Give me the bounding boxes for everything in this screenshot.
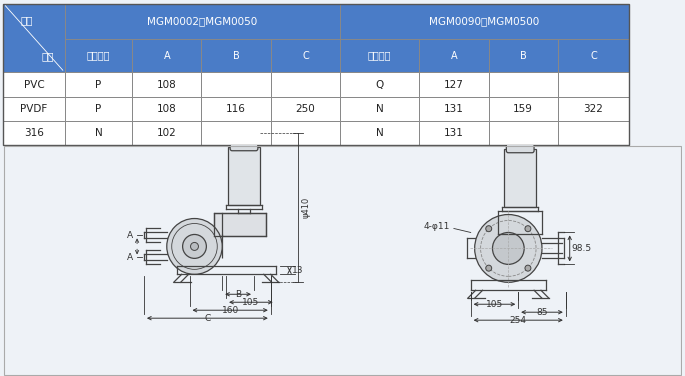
Text: Q: Q: [375, 80, 384, 90]
Circle shape: [475, 215, 542, 282]
Bar: [132, 72, 201, 97]
Bar: [340, 97, 419, 121]
Bar: [340, 121, 419, 145]
Circle shape: [486, 226, 492, 232]
Bar: [558, 97, 629, 121]
Text: C: C: [590, 51, 597, 61]
Circle shape: [493, 232, 524, 264]
Text: 250: 250: [295, 104, 315, 114]
Text: 接口代码: 接口代码: [368, 51, 391, 61]
Bar: [201, 39, 271, 72]
Bar: [228, 147, 260, 205]
Bar: [271, 121, 340, 145]
Bar: [271, 97, 340, 121]
Text: B: B: [233, 51, 240, 61]
Text: 131: 131: [444, 104, 464, 114]
Text: PVDF: PVDF: [21, 104, 48, 114]
Bar: [340, 4, 629, 39]
Text: 108: 108: [157, 104, 177, 114]
Text: 材料: 材料: [41, 51, 53, 61]
Text: 116: 116: [226, 104, 246, 114]
Text: 98.5: 98.5: [571, 244, 592, 253]
Text: A: A: [127, 231, 133, 240]
Text: 322: 322: [584, 104, 603, 114]
Bar: [3, 72, 65, 97]
Text: MGM0090－MGM0500: MGM0090－MGM0500: [429, 17, 540, 26]
Text: C: C: [302, 51, 309, 61]
Bar: [132, 121, 201, 145]
Text: 13: 13: [292, 266, 303, 275]
Text: 160: 160: [221, 306, 239, 315]
FancyBboxPatch shape: [230, 131, 258, 151]
Text: 泵头: 泵头: [21, 15, 33, 25]
Text: 131: 131: [444, 128, 464, 138]
Bar: [340, 39, 419, 72]
Text: 85: 85: [536, 308, 548, 317]
Text: C: C: [204, 314, 210, 323]
Circle shape: [166, 218, 222, 274]
Bar: [488, 97, 558, 121]
Text: 159: 159: [513, 104, 533, 114]
Circle shape: [183, 235, 206, 258]
Text: B: B: [520, 51, 527, 61]
Text: 108: 108: [157, 80, 177, 90]
Text: 316: 316: [24, 128, 44, 138]
Bar: [271, 72, 340, 97]
Bar: [65, 121, 132, 145]
Text: P: P: [95, 104, 101, 114]
Text: 127: 127: [444, 80, 464, 90]
Text: N: N: [95, 128, 102, 138]
Circle shape: [486, 265, 492, 271]
Bar: [132, 97, 201, 121]
Text: A: A: [164, 51, 170, 61]
Text: 105: 105: [242, 298, 260, 307]
Text: PVC: PVC: [24, 80, 45, 90]
FancyBboxPatch shape: [506, 133, 534, 153]
Bar: [214, 212, 266, 237]
Bar: [3, 121, 65, 145]
Bar: [65, 4, 340, 39]
Text: 102: 102: [157, 128, 177, 138]
Bar: [504, 149, 536, 206]
Bar: [65, 39, 132, 72]
Bar: [132, 39, 201, 72]
Bar: [201, 72, 271, 97]
Text: 254: 254: [510, 316, 527, 325]
Bar: [419, 72, 488, 97]
Bar: [65, 97, 132, 121]
Text: N: N: [376, 104, 384, 114]
Bar: [558, 72, 629, 97]
Text: MGM0002－MGM0050: MGM0002－MGM0050: [147, 17, 258, 26]
Bar: [488, 39, 558, 72]
Circle shape: [525, 226, 531, 232]
Bar: [419, 121, 488, 145]
Bar: [419, 97, 488, 121]
Bar: [558, 39, 629, 72]
Bar: [488, 72, 558, 97]
Circle shape: [190, 243, 199, 250]
Bar: [558, 121, 629, 145]
Text: 接口代码: 接口代码: [87, 51, 110, 61]
Text: P: P: [95, 80, 101, 90]
Bar: [271, 39, 340, 72]
Text: A: A: [451, 51, 457, 61]
Bar: [488, 121, 558, 145]
Text: B: B: [235, 290, 241, 299]
Text: A: A: [127, 253, 133, 262]
Bar: [419, 39, 488, 72]
Text: 105: 105: [486, 300, 503, 309]
Text: N: N: [376, 128, 384, 138]
Circle shape: [525, 265, 531, 271]
Bar: [201, 121, 271, 145]
Bar: [65, 72, 132, 97]
Bar: [3, 4, 65, 72]
Text: ψ410: ψ410: [302, 197, 311, 218]
Bar: [201, 97, 271, 121]
Bar: [3, 97, 65, 121]
Text: 4-φ11: 4-φ11: [424, 222, 450, 231]
Bar: [340, 72, 419, 97]
